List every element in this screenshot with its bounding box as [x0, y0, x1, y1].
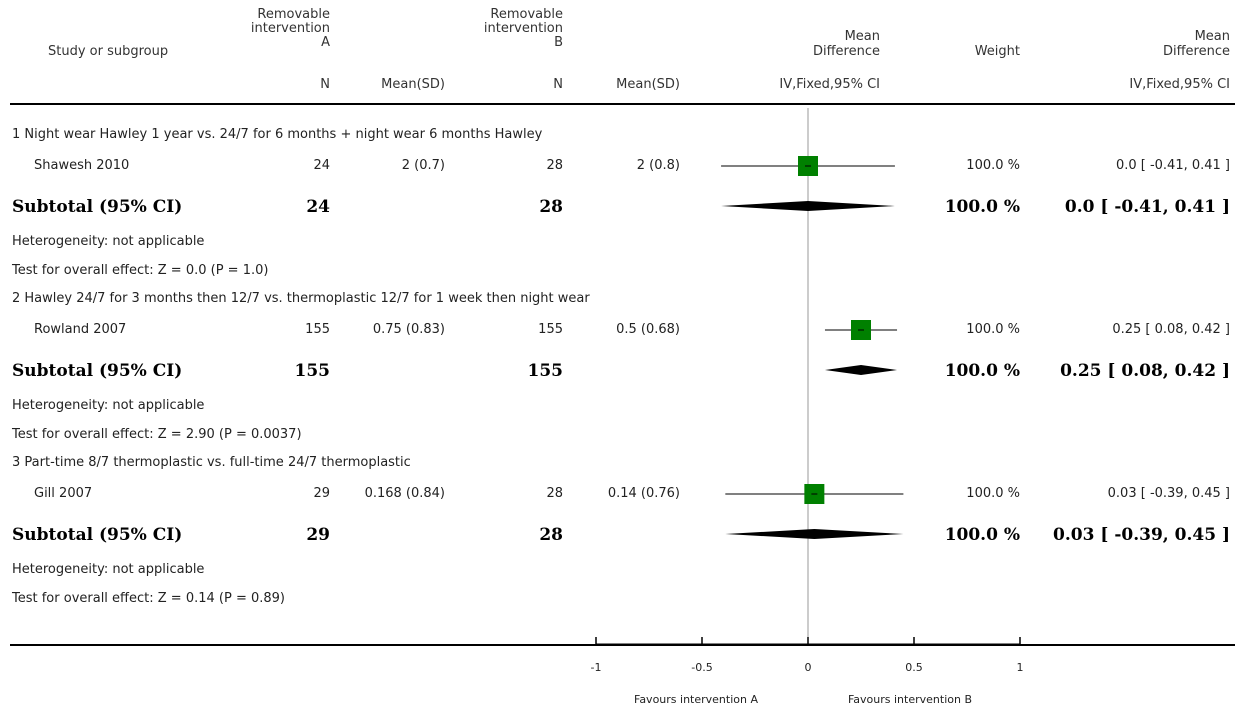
study-ci-3: 0.03 [ -0.39, 0.45 ] — [1107, 486, 1230, 501]
subtotal-label-3: Subtotal (95% CI) — [12, 525, 183, 545]
overall-effect-1: Test for overall effect: Z = 0.0 (P = 1.… — [12, 263, 269, 278]
header-weight: Weight — [974, 44, 1020, 59]
group-title-3: 3 Part-time 8/7 thermoplastic vs. full-t… — [12, 455, 411, 470]
study-n-b-3: 28 — [546, 486, 563, 501]
header-group-b-3: B — [554, 35, 563, 50]
x-tick-label: -0.5 — [691, 661, 712, 674]
study-mean-b-2: 0.5 (0.68) — [616, 322, 680, 337]
header-mean-b: Mean(SD) — [616, 77, 680, 92]
study-name-2: Rowland 2007 — [34, 322, 127, 337]
subtotal-weight-2: 100.0 % — [944, 361, 1020, 381]
study-mean-b-3: 0.14 (0.76) — [607, 486, 680, 501]
study-mean-a-1: 2 (0.7) — [401, 158, 445, 173]
subtotal-diamond — [725, 529, 904, 539]
subtotal-ci-1: 0.0 [ -0.41, 0.41 ] — [1064, 197, 1230, 217]
header-mean-a: Mean(SD) — [381, 77, 445, 92]
x-tick-label: 1 — [1017, 661, 1024, 674]
header-rule — [10, 103, 1235, 105]
study-n-a-1: 24 — [313, 158, 330, 173]
footer-rule — [10, 644, 1235, 646]
header-study-col: Study or subgroup — [48, 44, 169, 59]
header-n-b: N — [553, 77, 563, 92]
subtotal-n-a-2: 155 — [294, 361, 331, 381]
subtotal-n-b-3: 28 — [539, 525, 563, 545]
subtotal-n-b-2: 155 — [527, 361, 564, 381]
study-ci-1: 0.0 [ -0.41, 0.41 ] — [1115, 158, 1230, 173]
header-md-1: Mean — [844, 29, 880, 44]
favours-left-label: Favours intervention A — [634, 693, 758, 706]
header-group-a-1: Removable — [257, 7, 330, 22]
study-weight-2: 100.0 % — [966, 322, 1020, 337]
study-mean-b-1: 2 (0.8) — [636, 158, 680, 173]
study-ci-2: 0.25 [ 0.08, 0.42 ] — [1112, 322, 1230, 337]
study-weight-3: 100.0 % — [966, 486, 1020, 501]
study-name-3: Gill 2007 — [34, 486, 93, 501]
subtotal-weight-3: 100.0 % — [944, 525, 1020, 545]
study-n-a-3: 29 — [313, 486, 330, 501]
header-method2: IV,Fixed,95% CI — [1129, 77, 1230, 92]
header-group-b-2: intervention — [483, 21, 563, 36]
study-n-b-1: 28 — [546, 158, 563, 173]
subtotal-ci-3: 0.03 [ -0.39, 0.45 ] — [1053, 525, 1230, 545]
heterogeneity-2: Heterogeneity: not applicable — [12, 398, 205, 413]
study-mean-a-3: 0.168 (0.84) — [364, 486, 445, 501]
header-md-2: Difference — [812, 44, 880, 59]
x-tick-label: 0.5 — [905, 661, 923, 674]
subtotal-diamond — [824, 365, 898, 375]
x-tick-label: 0 — [805, 661, 812, 674]
group-title-2: 2 Hawley 24/7 for 3 months then 12/7 vs.… — [12, 291, 590, 306]
x-tick-label: -1 — [591, 661, 602, 674]
study-n-a-2: 155 — [305, 322, 330, 337]
header-md2-2: Difference — [1162, 44, 1230, 59]
heterogeneity-1: Heterogeneity: not applicable — [12, 234, 205, 249]
heterogeneity-3: Heterogeneity: not applicable — [12, 562, 205, 577]
favours-right-label: Favours intervention B — [847, 693, 972, 706]
header-group-a-3: A — [321, 35, 330, 50]
subtotal-n-b-1: 28 — [539, 197, 563, 217]
overall-effect-2: Test for overall effect: Z = 2.90 (P = 0… — [12, 427, 302, 442]
subtotal-label-2: Subtotal (95% CI) — [12, 361, 183, 381]
subtotal-n-a-3: 29 — [306, 525, 330, 545]
subtotal-n-a-1: 24 — [306, 197, 330, 217]
header-md2-1: Mean — [1194, 29, 1230, 44]
subtotal-label-1: Subtotal (95% CI) — [12, 197, 183, 217]
header-n-a: N — [320, 77, 330, 92]
overall-effect-3: Test for overall effect: Z = 0.14 (P = 0… — [12, 591, 285, 606]
study-n-b-2: 155 — [538, 322, 563, 337]
study-weight-1: 100.0 % — [966, 158, 1020, 173]
header-group-a-2: intervention — [250, 21, 330, 36]
subtotal-diamond — [721, 201, 895, 211]
header-method: IV,Fixed,95% CI — [779, 77, 880, 92]
header-group-b-1: Removable — [490, 7, 563, 22]
subtotal-ci-2: 0.25 [ 0.08, 0.42 ] — [1060, 361, 1230, 381]
study-name-1: Shawesh 2010 — [34, 158, 130, 173]
subtotal-weight-1: 100.0 % — [944, 197, 1020, 217]
group-title-1: 1 Night wear Hawley 1 year vs. 24/7 for … — [12, 127, 543, 142]
study-mean-a-2: 0.75 (0.83) — [372, 322, 445, 337]
